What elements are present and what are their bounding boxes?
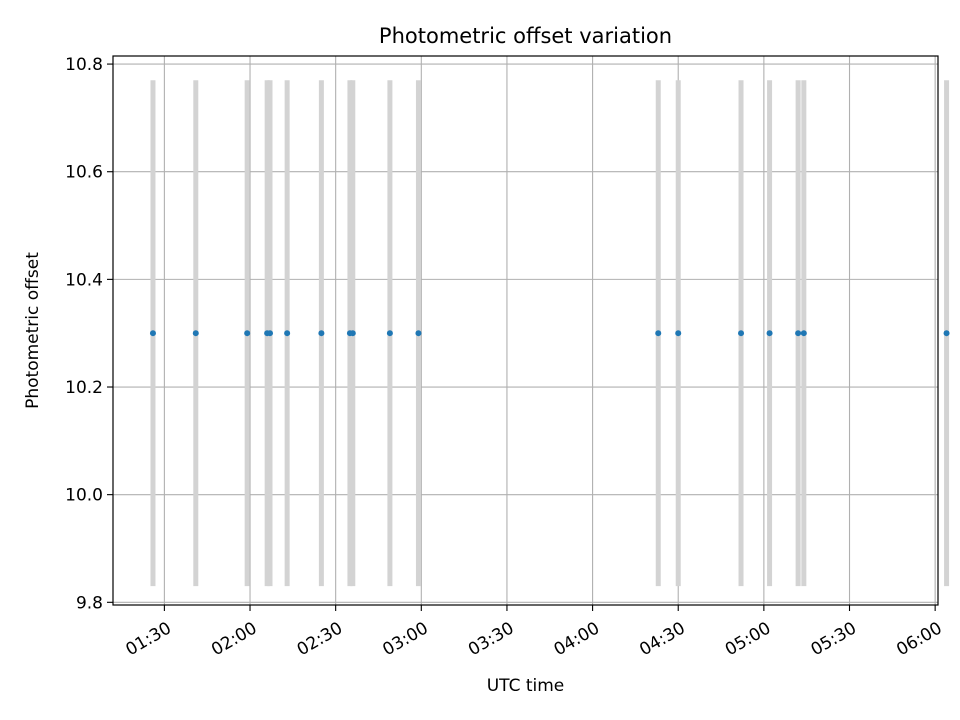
data-point <box>655 330 662 337</box>
data-point <box>386 330 393 337</box>
chart-title: Photometric offset variation <box>379 24 672 48</box>
data-point <box>267 330 274 337</box>
data-points <box>149 330 950 337</box>
y-axis-ticks: 9.8 10.0 10.2 10.4 10.6 10.8 <box>65 55 113 613</box>
x-tick-label: 03:30 <box>465 618 517 660</box>
x-tick-label: 04:00 <box>551 618 603 660</box>
y-tick-label: 10.8 <box>65 55 103 75</box>
data-point <box>318 330 325 337</box>
y-tick-label: 10.4 <box>65 270 103 290</box>
x-axis-label: UTC time <box>487 676 565 696</box>
x-axis-ticks: 01:30 02:00 02:30 03:00 03:30 04:00 04:30 05:00… <box>122 605 946 660</box>
x-tick-label: 01:30 <box>122 618 174 660</box>
y-axis-label: Photometric offset <box>23 252 43 409</box>
data-point <box>766 330 773 337</box>
plot-area-frame <box>112 55 939 606</box>
grid <box>113 56 938 605</box>
data-point <box>284 330 291 337</box>
data-point <box>800 330 807 337</box>
data-point <box>349 330 356 337</box>
data-point <box>415 330 422 337</box>
y-tick-label: 10.6 <box>65 163 103 183</box>
data-point <box>192 330 199 337</box>
x-tick-label: 05:00 <box>722 618 774 660</box>
y-tick-label: 9.8 <box>76 593 103 613</box>
x-tick-label: 02:00 <box>208 618 260 660</box>
x-tick-label: 02:30 <box>294 618 346 660</box>
x-tick-label: 05:30 <box>808 618 860 660</box>
data-point <box>244 330 251 337</box>
x-tick-label: 03:00 <box>379 618 431 660</box>
data-point <box>149 330 156 337</box>
y-tick-label: 10.0 <box>65 486 103 506</box>
data-point <box>795 330 802 337</box>
data-point <box>675 330 682 337</box>
x-tick-label: 04:30 <box>636 618 688 660</box>
y-tick-label: 10.2 <box>65 378 103 398</box>
x-tick-label: 06:00 <box>893 618 945 660</box>
data-point <box>738 330 745 337</box>
data-point <box>943 330 950 337</box>
